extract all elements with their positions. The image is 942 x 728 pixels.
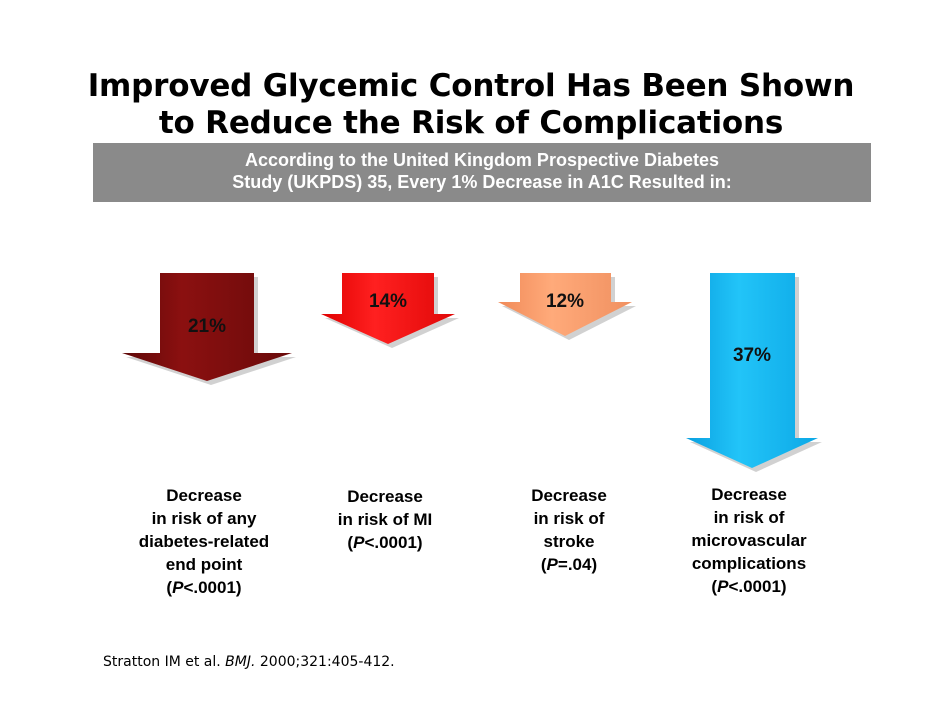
p-value-4: (P<.0001) [711,577,787,596]
description-4-line: in risk of [713,508,785,527]
arrow-2: 14% [321,273,459,348]
p-value-2: (P<.0001) [347,533,423,552]
description-4: Decrease in risk of microvascular compli… [664,483,834,598]
description-1-line: in risk of any [151,509,257,528]
description-2: Decrease in risk of MI (P<.0001) [310,485,460,554]
title-line-1: Improved Glycemic Control Has Been Shown [87,68,855,104]
description-4-line: Decrease [711,485,787,504]
arrow-3-value: 12% [546,291,584,312]
description-2-line: Decrease [347,487,423,506]
citation-authors: Stratton IM et al. [103,654,226,670]
description-4-line: microvascular [691,531,807,550]
arrow-4: 37% [686,273,822,472]
p-value-3: (P=.04) [540,555,598,574]
description-3-line: Decrease [531,486,607,505]
description-4-line: complications [691,554,807,573]
citation-details: 2000;321:405-412. [255,654,395,670]
description-2-line: in risk of MI [337,510,433,529]
slide-title: Improved Glycemic Control Has Been Shown… [0,68,942,142]
description-3: Decrease in risk of stroke (P=.04) [494,484,644,576]
citation: Stratton IM et al. BMJ. 2000;321:405-412… [103,654,395,670]
arrow-2-value: 14% [369,291,407,312]
p-value-1: (P<.0001) [166,578,242,597]
arrow-3: 12% [498,273,636,340]
description-1-line: Decrease [166,486,242,505]
arrow-2-shape [321,273,455,344]
citation-journal: BMJ. [225,654,256,670]
subtitle-line-1: According to the United Kingdom Prospect… [244,150,720,170]
arrow-1: 21% [122,273,296,385]
subtitle-band: According to the United Kingdom Prospect… [93,143,871,202]
arrow-1-value: 21% [188,316,226,337]
description-3-line: stroke [543,532,595,551]
arrow-3-shape [498,273,632,336]
description-1: Decrease in risk of any diabetes-related… [124,484,284,599]
arrow-1-shape [122,273,292,381]
arrow-4-shape [686,273,818,468]
subtitle-line-2: Study (UKPDS) 35, Every 1% Decrease in A… [232,172,732,192]
description-1-line: end point [165,555,243,574]
arrow-4-value: 37% [733,345,771,366]
description-1-line: diabetes-related [138,532,270,551]
title-line-2: to Reduce the Risk of Complications [158,105,784,141]
description-3-line: in risk of [533,509,605,528]
